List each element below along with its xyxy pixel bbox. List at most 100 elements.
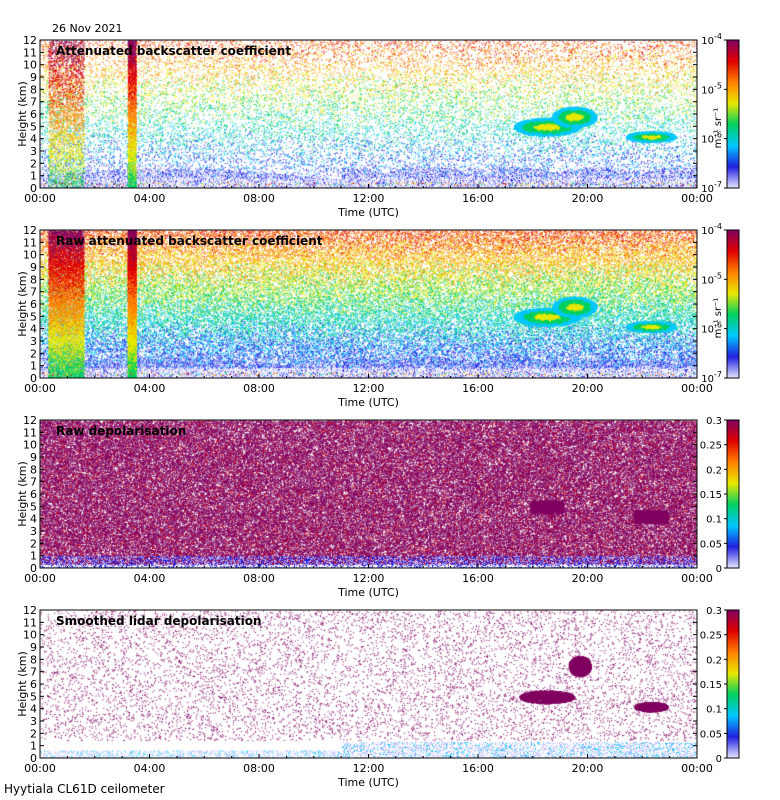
x-axis-label: Time (UTC)	[337, 396, 399, 409]
y-tick-label: 6	[30, 678, 37, 691]
colorbar	[726, 609, 740, 759]
y-tick-label: 5	[30, 310, 37, 323]
colorbar-tick-label: 0.05	[700, 539, 722, 550]
colorbar-tick-label: 0	[716, 564, 722, 575]
colorbar-tick-exp: -6	[714, 131, 722, 140]
x-tick-label: 20:00	[572, 192, 604, 205]
x-tick-label: 16:00	[462, 192, 494, 205]
heatmap-field	[40, 40, 697, 188]
colorbar-tick-exp: -7	[714, 180, 722, 189]
colorbar-tick-label: 0.3	[706, 606, 722, 617]
footer-label: Hyytiala CL61D ceilometer	[4, 782, 165, 796]
heatmap-field	[40, 420, 697, 568]
x-tick-label: 00:00	[24, 572, 56, 585]
y-tick-label: 9	[30, 261, 37, 274]
colorbar	[726, 419, 740, 569]
y-axis-label: Height (km)	[16, 81, 29, 147]
colorbar-tick-base: 10	[701, 85, 714, 96]
colorbar-tick-label: 10-6	[701, 321, 722, 336]
colorbar-tick-label: 0.2	[706, 655, 722, 666]
y-tick-label: 9	[30, 641, 37, 654]
colorbar-tick-exp: -5	[714, 271, 722, 280]
x-tick-label: 04:00	[134, 572, 166, 585]
colorbar	[726, 39, 740, 189]
colorbar-tick-base: 10	[701, 36, 714, 47]
y-tick-label: 7	[30, 96, 37, 109]
y-tick-label: 8	[30, 463, 37, 476]
colorbar-tick-exp: -4	[714, 32, 722, 41]
x-tick-label: 08:00	[243, 762, 275, 775]
colorbar-tick-label: 0.15	[700, 490, 722, 501]
panel-4: Smoothed lidar depolarisation01234567891…	[16, 604, 740, 789]
x-tick-label: 00:00	[681, 572, 713, 585]
colorbar-tick-base: 10	[701, 374, 714, 385]
x-tick-label: 12:00	[353, 192, 385, 205]
x-tick-label: 12:00	[353, 762, 385, 775]
y-tick-label: 12	[23, 414, 37, 427]
colorbar-tick-label: 0.25	[700, 631, 722, 642]
colorbar-tick-label: 10-4	[701, 222, 722, 237]
y-tick-label: 1	[30, 360, 37, 373]
y-tick-label: 5	[30, 690, 37, 703]
colorbar-tick-label: 10-7	[701, 180, 722, 195]
y-tick-label: 4	[30, 513, 37, 526]
colorbar-unit: m⁻¹ sr⁻¹	[713, 108, 724, 149]
colorbar-tick-label: 0	[716, 754, 722, 765]
colorbar-tick-label: 0.1	[706, 515, 722, 526]
colorbar-tick-exp: -7	[714, 370, 722, 379]
colorbar-tick-base: 10	[701, 135, 714, 146]
colorbar-tick-label: 0.1	[706, 705, 722, 716]
colorbar-tick-exp: -6	[714, 321, 722, 330]
x-tick-label: 20:00	[572, 382, 604, 395]
y-tick-label: 2	[30, 157, 37, 170]
y-tick-label: 0	[30, 182, 37, 195]
colorbar	[726, 229, 740, 379]
y-axis-label: Height (km)	[16, 461, 29, 527]
y-tick-label: 4	[30, 703, 37, 716]
colorbar-tick-base: 10	[701, 226, 714, 237]
y-tick-label: 10	[23, 249, 37, 262]
y-tick-label: 8	[30, 653, 37, 666]
x-tick-label: 00:00	[24, 762, 56, 775]
y-tick-label: 11	[23, 616, 37, 629]
y-tick-label: 0	[30, 752, 37, 765]
y-tick-label: 10	[23, 439, 37, 452]
panel-title: Raw attenuated backscatter coefficient	[56, 234, 323, 248]
x-tick-label: 16:00	[462, 762, 494, 775]
y-tick-label: 2	[30, 727, 37, 740]
heatmap-field	[40, 610, 697, 758]
y-tick-label: 1	[30, 170, 37, 183]
y-tick-label: 4	[30, 133, 37, 146]
panel-2: Raw attenuated backscatter coefficient01…	[16, 222, 740, 409]
y-tick-label: 6	[30, 298, 37, 311]
colorbar-tick-label: 10-4	[701, 32, 722, 47]
y-tick-label: 11	[23, 46, 37, 59]
y-tick-label: 10	[23, 59, 37, 72]
x-tick-label: 04:00	[134, 762, 166, 775]
x-tick-label: 04:00	[134, 382, 166, 395]
y-tick-label: 11	[23, 236, 37, 249]
y-tick-label: 0	[30, 562, 37, 575]
y-tick-label: 3	[30, 145, 37, 158]
colorbar-tick-base: 10	[701, 184, 714, 195]
y-tick-label: 7	[30, 666, 37, 679]
colorbar-tick-exp: -4	[714, 222, 722, 231]
y-tick-label: 2	[30, 537, 37, 550]
heatmap-field	[40, 230, 697, 378]
x-tick-label: 20:00	[572, 572, 604, 585]
y-tick-label: 12	[23, 224, 37, 237]
y-tick-label: 7	[30, 286, 37, 299]
x-tick-label: 08:00	[243, 382, 275, 395]
y-tick-label: 5	[30, 500, 37, 513]
colorbar-tick-label: 10-5	[701, 81, 722, 96]
y-tick-label: 4	[30, 323, 37, 336]
y-tick-label: 9	[30, 71, 37, 84]
colorbar-tick-label: 10-5	[701, 271, 722, 286]
x-tick-label: 00:00	[681, 762, 713, 775]
y-tick-label: 12	[23, 604, 37, 617]
y-tick-label: 10	[23, 629, 37, 642]
y-tick-label: 6	[30, 488, 37, 501]
y-tick-label: 12	[23, 34, 37, 47]
x-tick-label: 00:00	[24, 192, 56, 205]
